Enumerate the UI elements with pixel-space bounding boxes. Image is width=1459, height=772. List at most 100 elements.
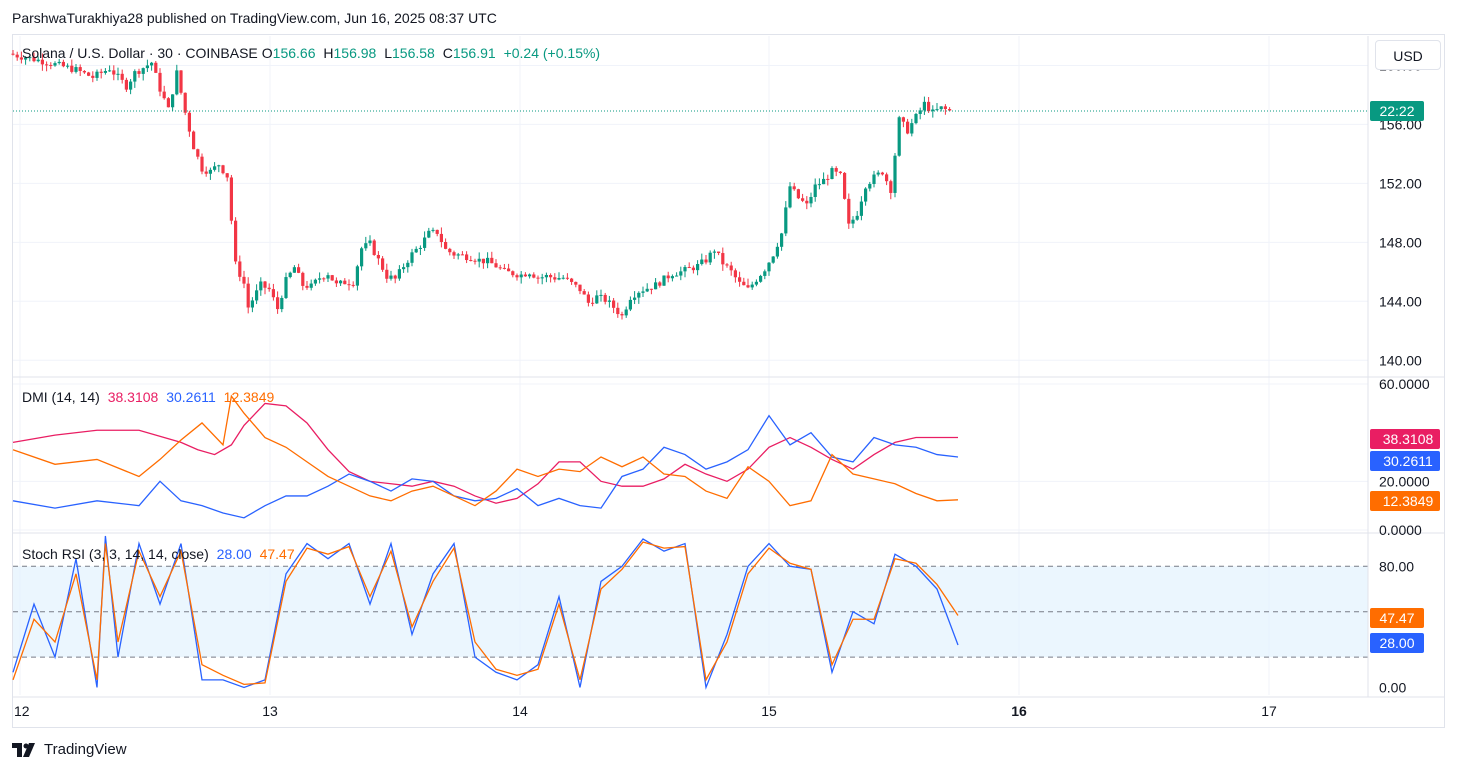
candle-body <box>145 65 149 69</box>
candle-body <box>318 278 322 280</box>
candle-body <box>754 281 758 285</box>
candle-body <box>805 200 809 204</box>
candle-body <box>813 184 817 197</box>
dmi-title[interactable]: DMI (14, 14) <box>22 389 100 405</box>
price-tick-label: 148.00 <box>1379 234 1422 250</box>
candle-body <box>851 219 855 224</box>
candle-body <box>502 267 506 269</box>
candle-body <box>32 57 36 62</box>
candle-body <box>876 172 880 175</box>
candle-body <box>99 71 103 73</box>
candle-body <box>267 287 271 290</box>
candle-body <box>276 297 280 310</box>
candle-body <box>624 309 628 316</box>
change-value: +0.24 (+0.15%) <box>503 45 601 61</box>
candle-body <box>788 186 792 208</box>
candle-body <box>103 71 107 73</box>
candle-body <box>179 70 183 93</box>
candle-body <box>162 91 166 99</box>
candle-body <box>893 155 897 193</box>
candle-body <box>410 252 414 263</box>
candle-body <box>204 171 208 174</box>
candle-body <box>53 63 57 66</box>
candle-body <box>767 262 771 272</box>
candle-body <box>750 284 754 288</box>
candle-body <box>372 240 376 255</box>
currency-button[interactable]: USD <box>1375 40 1441 70</box>
candle-body <box>330 275 334 281</box>
candle-body <box>616 307 620 315</box>
candle-body <box>154 62 158 73</box>
candle-body <box>112 70 116 75</box>
time-tick-label: 12 <box>14 703 30 719</box>
stoch-badge-label: 28.00 <box>1379 635 1414 651</box>
candle-body <box>456 254 460 256</box>
candle-body <box>889 181 893 193</box>
symbol-title[interactable]: Solana / U.S. Dollar · 30 · COINBASE <box>22 45 258 61</box>
stoch-tick-label: 80.00 <box>1379 558 1414 574</box>
candle-body <box>864 188 868 202</box>
chart-frame <box>12 34 1445 728</box>
candle-body <box>158 72 162 92</box>
dmi-legend: DMI (14, 14) 38.3108 30.2611 12.3849 <box>22 389 278 405</box>
candle-body <box>263 281 267 288</box>
candle-body <box>234 220 238 262</box>
candle-body <box>448 248 452 253</box>
candle-body <box>229 177 233 221</box>
time-tick-label: 17 <box>1261 703 1277 719</box>
candle-body <box>376 254 380 259</box>
candle-body <box>292 267 296 273</box>
candle-body <box>460 254 464 256</box>
dmi-value-badge <box>1370 491 1440 511</box>
dmi-minus-value: 12.3849 <box>223 389 275 405</box>
candle-body <box>826 178 830 180</box>
candle-body <box>187 112 191 132</box>
low-label: L <box>384 45 393 61</box>
dmi-badge-label: 12.3849 <box>1383 493 1434 509</box>
candle-body <box>250 300 254 308</box>
candle-body <box>738 277 742 282</box>
candle-body <box>183 92 187 113</box>
candle-body <box>322 278 326 280</box>
candle-body <box>809 196 813 204</box>
candle-body <box>780 233 784 247</box>
stoch-badge-label: 47.47 <box>1379 610 1414 626</box>
candle-body <box>490 257 494 264</box>
candle-body <box>578 284 582 292</box>
dmi-tick-label: 0.0000 <box>1379 522 1422 538</box>
candle-body <box>368 240 372 244</box>
candle-body <box>607 300 611 302</box>
candle-body <box>897 117 901 156</box>
candle-body <box>217 165 221 167</box>
stoch-value-badge <box>1370 633 1424 653</box>
candle-body <box>297 267 301 273</box>
candle-body <box>515 275 519 278</box>
candle-body <box>313 279 317 284</box>
candle-body <box>355 266 359 286</box>
candle-body <box>637 292 641 298</box>
candle-body <box>431 229 435 231</box>
dmi-series-line <box>12 414 959 519</box>
dmi-badge-label: 38.3108 <box>1383 431 1434 447</box>
candle-body <box>305 285 309 288</box>
candle-body <box>532 274 536 278</box>
time-tick-label: 14 <box>512 703 528 719</box>
stoch-title[interactable]: Stoch RSI (3, 3, 14, 14, close) <box>22 546 209 562</box>
candle-body <box>742 281 746 286</box>
candle-body <box>523 274 527 277</box>
candle-body <box>943 106 947 110</box>
candle-body <box>574 281 578 285</box>
candle-body <box>746 285 750 288</box>
candle-body <box>208 169 212 174</box>
candle-body <box>872 174 876 184</box>
candle-body <box>91 75 95 78</box>
tradingview-logo[interactable]: TradingView <box>12 741 127 758</box>
candle-body <box>284 277 288 298</box>
candle-body <box>679 271 683 276</box>
candle-body <box>595 295 599 304</box>
candle-body <box>565 277 569 279</box>
candle-body <box>309 283 313 288</box>
candle-body <box>906 121 910 134</box>
candle-body <box>939 106 943 110</box>
